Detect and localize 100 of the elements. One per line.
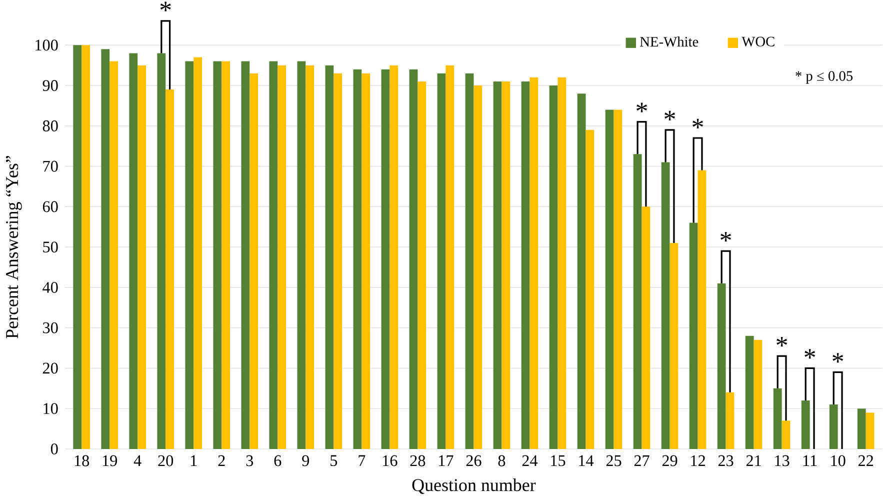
bar — [334, 73, 342, 449]
bar — [633, 154, 642, 449]
annotation: * — [160, 2, 171, 12]
bar — [698, 170, 706, 449]
x-tick-label: 28 — [410, 455, 426, 466]
y-tick-label: 50 — [43, 242, 58, 253]
bar — [437, 73, 446, 449]
annotation: * — [664, 110, 675, 120]
bar — [138, 65, 146, 449]
bar — [773, 388, 782, 449]
x-tick-label: 1 — [190, 455, 197, 466]
bar — [577, 94, 586, 449]
x-tick-label: 27 — [634, 455, 650, 466]
x-tick-label: 12 — [691, 455, 705, 466]
bar — [558, 77, 566, 449]
bar — [241, 61, 250, 449]
x-tick-label: 13 — [775, 455, 790, 466]
y-tick-label: 10 — [44, 403, 58, 414]
bar — [726, 392, 734, 449]
y-tick-label: 90 — [42, 80, 58, 92]
bar — [297, 61, 306, 449]
annotation: * — [692, 118, 704, 128]
y-tick-label: 20 — [42, 362, 58, 374]
x-tick-label: 29 — [662, 455, 678, 466]
bar — [250, 73, 258, 449]
y-tick-label: 60 — [42, 201, 58, 212]
y-tick-label: 30 — [43, 322, 58, 334]
bar — [157, 53, 166, 449]
x-tick-label: 5 — [330, 455, 338, 466]
x-tick-label: 11 — [803, 455, 817, 466]
bar — [73, 45, 82, 449]
x-tick-label: 10 — [831, 455, 846, 466]
x-tick-label: 14 — [579, 455, 594, 466]
bar — [129, 53, 138, 449]
bar — [782, 420, 790, 449]
y-tick-label: 80 — [42, 120, 58, 132]
x-tick-label: 24 — [522, 455, 538, 466]
bar — [717, 283, 726, 449]
bar — [101, 49, 110, 449]
bar — [614, 110, 622, 449]
annotation: * — [636, 102, 647, 112]
bar — [661, 162, 670, 449]
bar — [754, 340, 762, 449]
x-tick-label: 15 — [551, 455, 566, 466]
y-tick-label: 70 — [43, 160, 58, 172]
bar — [801, 400, 810, 449]
bar — [278, 65, 286, 449]
annotation: * — [804, 349, 816, 359]
bar — [605, 110, 614, 449]
x-tick-label: 16 — [383, 455, 398, 466]
bar — [549, 86, 558, 449]
bar — [110, 61, 118, 449]
y-axis-title: Percent Answering “Yes” — [6, 156, 22, 338]
legend-label: WOC — [742, 36, 774, 47]
bar — [502, 82, 510, 449]
bar — [829, 404, 838, 449]
bar — [642, 206, 650, 449]
x-tick-label: 25 — [606, 455, 622, 466]
x-tick-label: 17 — [439, 455, 454, 466]
bar — [213, 61, 222, 449]
x-tick-label: 18 — [74, 455, 90, 466]
y-tick-label: 0 — [50, 444, 58, 454]
bar — [670, 243, 678, 449]
legend-label: NE-White — [640, 36, 698, 47]
bar — [353, 69, 362, 449]
annotation: * — [832, 353, 844, 363]
bar — [269, 61, 278, 449]
annotation: * — [776, 337, 788, 347]
bar — [866, 412, 874, 449]
bar — [306, 65, 314, 449]
x-tick-label: 26 — [466, 455, 482, 466]
x-tick-label: 21 — [746, 455, 761, 466]
bar — [530, 77, 538, 449]
bar — [381, 69, 390, 449]
bar — [390, 65, 398, 449]
bar — [166, 90, 174, 449]
bar — [857, 408, 866, 449]
bar — [493, 82, 502, 449]
bar — [586, 130, 594, 449]
bar — [446, 65, 454, 449]
bar — [194, 57, 202, 449]
x-tick-label: 9 — [302, 455, 310, 466]
bar — [465, 73, 474, 449]
bar — [325, 65, 334, 449]
bar — [82, 45, 90, 449]
bar — [474, 86, 482, 449]
bar — [745, 336, 754, 449]
x-tick-label: 3 — [246, 455, 254, 466]
bar — [222, 61, 230, 449]
x-tick-label: 6 — [274, 455, 282, 466]
x-tick-label: 20 — [158, 455, 174, 466]
x-tick-label: 23 — [718, 455, 734, 466]
x-tick-label: 22 — [858, 455, 874, 466]
bar — [409, 69, 418, 449]
x-tick-label: 7 — [358, 455, 366, 466]
y-tick-label: 40 — [42, 282, 58, 293]
x-tick-label: 4 — [134, 455, 142, 466]
bar — [362, 73, 370, 449]
x-tick-label: 2 — [218, 455, 225, 466]
annotation: * — [720, 232, 732, 242]
